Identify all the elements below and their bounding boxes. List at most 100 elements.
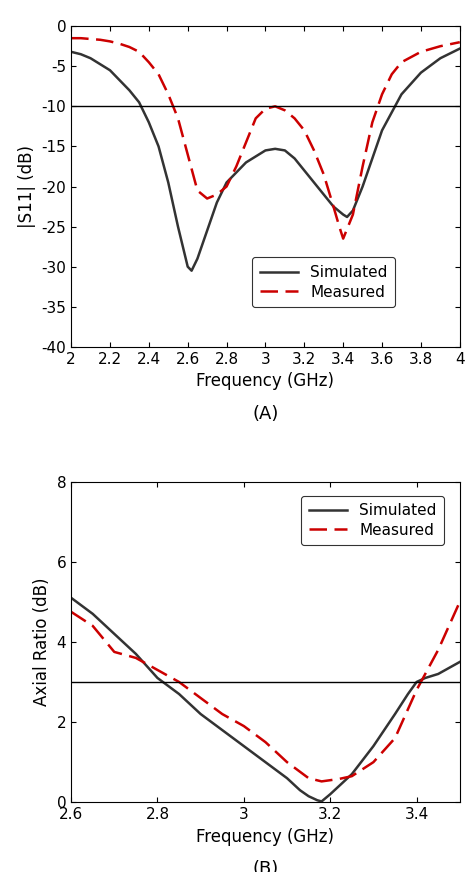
Simulated — [457, 657, 463, 667]
Measured — [185, 149, 191, 160]
Measured — [392, 732, 398, 743]
Legend: Simulated, Measured: Simulated, Measured — [252, 257, 395, 307]
Measured — [337, 221, 342, 232]
Simulated — [194, 254, 200, 264]
Simulated — [111, 629, 117, 639]
Measured — [175, 113, 181, 124]
Simulated — [360, 181, 365, 192]
Simulated — [68, 593, 74, 603]
Measured — [340, 234, 346, 244]
Simulated — [350, 205, 356, 215]
Simulated — [137, 97, 142, 107]
Simulated — [328, 789, 333, 800]
Simulated — [219, 725, 225, 735]
Measured — [253, 113, 259, 124]
Simulated — [224, 177, 229, 187]
Measured — [88, 34, 93, 44]
Simulated — [301, 165, 307, 175]
Measured — [457, 37, 463, 47]
Simulated — [78, 49, 84, 59]
Measured — [97, 35, 103, 45]
Measured — [282, 106, 288, 116]
Measured — [418, 46, 424, 57]
Measured — [224, 181, 229, 192]
Measured — [198, 692, 203, 703]
Measured — [133, 653, 139, 664]
Simulated — [379, 126, 385, 136]
Simulated — [370, 153, 375, 164]
Simulated — [107, 65, 113, 76]
Simulated — [306, 791, 311, 801]
Line: Measured: Measured — [71, 602, 460, 781]
Measured — [301, 126, 307, 136]
Simulated — [321, 189, 327, 200]
Measured — [117, 38, 122, 49]
Measured — [165, 89, 171, 99]
Measured — [68, 33, 74, 44]
Simulated — [243, 157, 249, 167]
Simulated — [414, 677, 419, 687]
Line: Simulated: Simulated — [71, 598, 460, 801]
Simulated — [155, 672, 160, 683]
Simulated — [314, 795, 320, 806]
Simulated — [175, 221, 181, 232]
Measured — [321, 169, 327, 180]
Measured — [233, 161, 239, 172]
Measured — [371, 757, 376, 767]
Line: Measured: Measured — [71, 38, 460, 239]
Measured — [435, 644, 441, 655]
Simulated — [214, 197, 220, 208]
Simulated — [405, 689, 411, 699]
Simulated — [438, 53, 443, 64]
Y-axis label: |S11| (dB): |S11| (dB) — [18, 145, 36, 228]
Measured — [263, 104, 268, 114]
Simulated — [457, 44, 463, 54]
X-axis label: Frequency (GHz): Frequency (GHz) — [196, 372, 335, 391]
Measured — [292, 113, 298, 124]
Simulated — [204, 225, 210, 235]
Y-axis label: Axial Ratio (dB): Axial Ratio (dB) — [33, 577, 51, 706]
Measured — [176, 677, 182, 687]
Measured — [194, 185, 200, 195]
Simulated — [292, 153, 298, 164]
Simulated — [127, 85, 132, 96]
Measured — [90, 621, 96, 631]
Text: (A): (A) — [252, 405, 279, 423]
Simulated — [68, 46, 74, 57]
Simulated — [90, 609, 96, 619]
Measured — [328, 775, 333, 786]
Simulated — [297, 785, 303, 795]
Measured — [111, 647, 117, 657]
Measured — [284, 757, 290, 767]
Measured — [349, 771, 355, 781]
Measured — [68, 607, 74, 617]
Simulated — [156, 141, 162, 152]
Measured — [146, 57, 152, 67]
Simulated — [344, 212, 350, 222]
Simulated — [165, 177, 171, 187]
Measured — [241, 721, 246, 732]
Measured — [414, 685, 419, 695]
Measured — [389, 69, 394, 79]
Measured — [107, 36, 113, 46]
Measured — [438, 41, 443, 51]
Simulated — [146, 117, 152, 127]
Simulated — [349, 769, 355, 780]
Simulated — [422, 672, 428, 683]
Measured — [457, 596, 463, 607]
Measured — [336, 773, 342, 784]
X-axis label: Frequency (GHz): Frequency (GHz) — [196, 828, 335, 846]
Measured — [243, 137, 249, 147]
Measured — [127, 42, 132, 52]
Measured — [214, 189, 220, 200]
Simulated — [176, 689, 182, 699]
Simulated — [418, 67, 424, 78]
Measured — [311, 146, 317, 156]
Measured — [306, 773, 311, 783]
Simulated — [399, 89, 404, 99]
Text: (B): (B) — [252, 860, 279, 872]
Measured — [331, 201, 337, 212]
Simulated — [198, 709, 203, 719]
Simulated — [340, 209, 346, 220]
Measured — [360, 161, 365, 172]
